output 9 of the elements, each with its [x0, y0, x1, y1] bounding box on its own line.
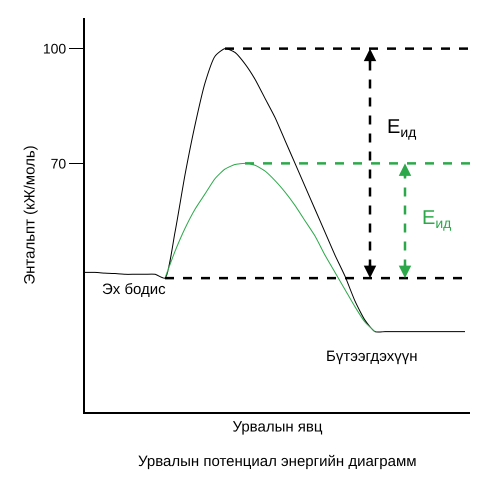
text: Урвалын потенциал энергийн диаграмм	[138, 453, 417, 470]
y-tick-label: 100	[42, 40, 66, 56]
y-tick-label: 70	[50, 155, 66, 172]
y-axis-title: Энтальпт (кЖ/моль)	[22, 145, 39, 285]
x-axis-title: Урвалын явц	[232, 418, 323, 436]
annotation: E$_{ид}$	[422, 207, 452, 232]
annotation: E$_{ид}$	[387, 116, 416, 140]
annotation: Эх бодис	[102, 281, 166, 298]
annotation: Бүтээгдэхүүн	[326, 348, 418, 365]
